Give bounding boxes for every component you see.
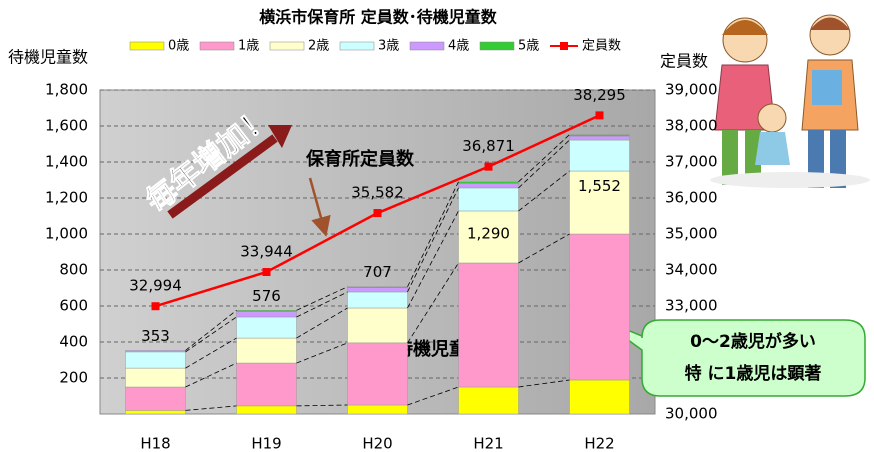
bar-segment <box>570 136 630 140</box>
y-tick-label: 1,400 <box>45 153 88 171</box>
y2-axis-label: 定員数 <box>660 52 708 71</box>
y2-tick-label: 37,000 <box>665 153 718 171</box>
legend-label: 2歳 <box>308 39 329 54</box>
total-label: 1,552 <box>578 177 621 195</box>
callout-text: 特 に1歳児は顕著 <box>685 363 822 384</box>
bar-segment <box>237 317 297 338</box>
total-label: 1,290 <box>467 224 510 242</box>
legend-label: 0歳 <box>168 39 189 54</box>
bar-segment <box>237 310 297 311</box>
bar-segment <box>237 338 297 363</box>
illustration <box>710 15 870 188</box>
data-label: 32,994 <box>129 277 182 295</box>
data-label: 33,944 <box>240 243 293 261</box>
bar-segment <box>237 363 297 406</box>
bar-segment <box>126 410 186 414</box>
bar-segment <box>126 368 186 387</box>
total-label: 707 <box>363 263 392 281</box>
y-axis-label: 待機児童数 <box>8 48 88 67</box>
legend-swatch <box>270 42 304 50</box>
legend-label: 3歳 <box>378 39 399 54</box>
bar-segment <box>348 405 408 414</box>
annotation: 保育所定員数 <box>305 148 415 170</box>
bar-segment <box>459 188 519 211</box>
y-tick-label: 400 <box>59 333 88 351</box>
legend-swatch <box>200 42 234 50</box>
x-tick-label: H21 <box>473 435 503 452</box>
line-marker <box>374 209 382 217</box>
bar-segment <box>126 350 186 351</box>
y2-tick-label: 35,000 <box>665 225 718 243</box>
legend-swatch <box>480 42 514 50</box>
total-label: 576 <box>252 287 281 305</box>
bar-segment <box>459 182 519 184</box>
line-marker <box>485 163 493 171</box>
bar-segment <box>570 140 630 171</box>
bar-segment <box>570 234 630 380</box>
y-tick-label: 600 <box>59 297 88 315</box>
total-label: 353 <box>141 327 170 345</box>
legend-label: 5歳 <box>518 39 539 54</box>
data-label: 38,295 <box>573 86 626 104</box>
y-tick-label: 1,200 <box>45 189 88 207</box>
line-marker <box>152 302 160 310</box>
y2-tick-label: 39,000 <box>665 81 718 99</box>
y-tick-label: 1,000 <box>45 225 88 243</box>
data-label: 35,582 <box>351 184 404 202</box>
bar-segment <box>459 183 519 188</box>
chart-title: 横浜市保育所 定員数･待機児童数 <box>259 8 498 27</box>
y2-tick-label: 33,000 <box>665 297 718 315</box>
bar-segment <box>348 308 408 343</box>
bar-segment <box>237 312 297 317</box>
legend-label: 定員数 <box>582 39 621 54</box>
bar-segment <box>570 135 630 136</box>
data-label: 36,871 <box>462 137 515 155</box>
y2-tick-label: 36,000 <box>665 189 718 207</box>
line-marker <box>263 268 271 276</box>
chart: 横浜市保育所 定員数･待機児童数 待機児童数 定員数 毎年増加！ 保育所定員数 … <box>0 0 874 452</box>
callout-text: 0～2歳児が多い <box>690 331 816 352</box>
bar-segment <box>348 288 408 292</box>
line-marker <box>596 111 604 119</box>
bar-segment <box>570 380 630 414</box>
bar-segment <box>348 287 408 288</box>
bar-segment <box>459 387 519 414</box>
y2-tick-label: 34,000 <box>665 261 718 279</box>
bar-segment <box>348 292 408 308</box>
x-tick-label: H20 <box>362 435 392 452</box>
x-tick-label: H18 <box>140 435 170 452</box>
bar-segment <box>126 352 186 368</box>
y-tick-label: 800 <box>59 261 88 279</box>
legend-swatch <box>410 42 444 50</box>
x-tick-label: H19 <box>251 435 281 452</box>
y-tick-label: 1,800 <box>45 81 88 99</box>
bar-segment <box>348 343 408 405</box>
legend-marker <box>560 42 568 50</box>
y2-tick-label: 38,000 <box>665 117 718 135</box>
y-tick-label: 1,600 <box>45 117 88 135</box>
bar-segment <box>126 387 186 410</box>
y2-tick-label: 30,000 <box>665 405 718 423</box>
bar-segment <box>237 406 297 414</box>
legend-swatch <box>340 42 374 50</box>
legend-label: 4歳 <box>448 39 469 54</box>
legend-label: 1歳 <box>238 39 259 54</box>
bar-segment <box>459 263 519 387</box>
y-tick-label: 200 <box>59 369 88 387</box>
legend-swatch <box>130 42 164 50</box>
x-tick-label: H22 <box>584 435 614 452</box>
